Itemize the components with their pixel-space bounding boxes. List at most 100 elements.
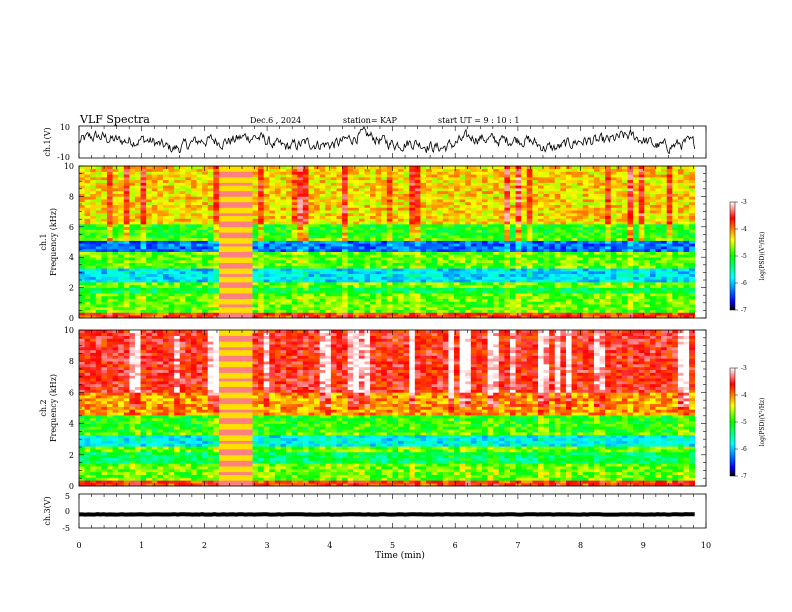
ch1-spectrogram-cell bbox=[526, 312, 533, 316]
ch1-spectrogram-cell bbox=[370, 237, 376, 241]
ch1-spectrogram-cell bbox=[398, 265, 404, 269]
ch1-spectrogram-cell bbox=[398, 235, 404, 239]
ch1-spectrogram-cell bbox=[392, 259, 399, 264]
ch1-spectrogram-cell bbox=[386, 295, 393, 299]
ch1-spectrogram-cell bbox=[476, 226, 483, 230]
ch1-spectrogram-cell bbox=[386, 304, 393, 308]
ch1-spectrogram-cell bbox=[263, 268, 270, 272]
ch1-spectrogram-cell bbox=[454, 212, 460, 217]
ch1-spectrogram-cell bbox=[274, 279, 281, 283]
ch1-spectrogram-cell bbox=[437, 251, 444, 255]
ch1-spectrogram-cell bbox=[230, 268, 237, 272]
ch1-spectrogram-cell bbox=[414, 210, 421, 214]
ch1-spectrogram-cell bbox=[565, 262, 572, 266]
ch1-spectrogram-cell bbox=[454, 248, 460, 252]
ch1-spectrogram-cell bbox=[174, 301, 181, 305]
ch1-spectrogram-cell bbox=[207, 248, 214, 252]
ch1-spectrogram-cell bbox=[112, 185, 119, 189]
ch1-spectrogram-cell bbox=[224, 237, 231, 241]
ch1-spectrogram-cell bbox=[179, 193, 186, 197]
ch1-spectrogram-cell bbox=[375, 215, 382, 219]
ch1-spectrogram-cell bbox=[437, 284, 444, 288]
ch1-spectrogram-cell bbox=[185, 293, 192, 297]
ch1-spectrogram-cell bbox=[162, 290, 169, 294]
ch1-spectrogram-cell bbox=[112, 215, 119, 219]
ch1-spectrogram-cell bbox=[437, 226, 444, 230]
ch1-spectrogram-cell bbox=[241, 284, 248, 288]
ch1-spectrogram-cell bbox=[168, 196, 175, 200]
ch1-spectrogram-cell bbox=[263, 243, 270, 247]
ch1-spectrogram-cell bbox=[465, 251, 472, 255]
ch1-spectrogram-cell bbox=[202, 207, 209, 211]
ch1-spectrogram-cell bbox=[123, 210, 130, 214]
ch1-spectrogram-cell bbox=[207, 279, 214, 283]
ch1-spectrogram-cell bbox=[79, 248, 85, 252]
ch1-spectrogram-cell bbox=[554, 221, 561, 225]
ch1-spectrogram-cell bbox=[526, 240, 533, 244]
ch1-spectrogram-cell bbox=[213, 182, 220, 186]
ch1-spectrogram-cell bbox=[381, 243, 388, 247]
ch1-spectrogram-cell bbox=[386, 287, 393, 291]
ch1-spectrogram-cell bbox=[554, 210, 561, 214]
ch1-spectrogram-cell bbox=[498, 226, 505, 230]
ch1-spectrogram-cell bbox=[493, 235, 500, 239]
ch1-spectrogram-cell bbox=[314, 207, 320, 211]
ch1-spectrogram-cell bbox=[543, 185, 550, 189]
ch1-spectrogram-cell bbox=[392, 257, 399, 261]
ch1-spectrogram-cell bbox=[286, 257, 292, 261]
ch1-spectrogram-cell bbox=[308, 268, 315, 272]
ch1-spectrogram-cell bbox=[325, 273, 332, 277]
ch1-spectrogram-cell bbox=[543, 273, 550, 277]
ch1-spectrogram-cell bbox=[252, 298, 259, 302]
ch1-spectrogram-cell bbox=[437, 171, 444, 175]
ch1-spectrogram-cell bbox=[487, 188, 494, 192]
ch1-spectrogram-cell bbox=[498, 309, 505, 313]
ch1-spectrogram-cell bbox=[123, 284, 130, 288]
ch1-spectrogram-cell bbox=[398, 218, 404, 222]
ch1-spectrogram-cell bbox=[319, 199, 326, 203]
ch1-spectrogram-cell bbox=[476, 229, 483, 233]
ch1-spectrogram-cell bbox=[314, 246, 320, 250]
ch1-spectrogram-cell bbox=[280, 273, 287, 277]
ch1-spectrogram-cell bbox=[196, 215, 203, 219]
ch1-spectrogram-cell bbox=[297, 171, 304, 175]
ch1-spectrogram-cell bbox=[179, 287, 186, 291]
ch1-spectrogram-cell bbox=[319, 248, 326, 252]
ch1-spectrogram-cell bbox=[314, 254, 320, 258]
ch1-spectrogram-cell bbox=[442, 196, 449, 200]
ch1-spectrogram-cell bbox=[403, 166, 410, 170]
ch1-spectrogram-cell bbox=[196, 254, 203, 258]
ch1-spectrogram-cell bbox=[140, 309, 147, 313]
ch1-spectrogram-cell bbox=[129, 199, 136, 203]
ch1-spectrogram-cell bbox=[157, 207, 164, 211]
ch1-spectrogram-cell bbox=[560, 304, 567, 308]
ch1-spectrogram-cell bbox=[493, 210, 500, 214]
ch1-spectrogram-cell bbox=[118, 248, 125, 252]
ch1-spectrogram-cell bbox=[190, 229, 197, 233]
ch1-spectrogram-cell bbox=[358, 193, 365, 197]
ch1-spectrogram-cell bbox=[386, 174, 393, 178]
ch1-spectrogram-cell bbox=[291, 190, 298, 194]
ch1-spectrogram-cell bbox=[134, 179, 141, 183]
ch1-spectrogram-cell bbox=[79, 304, 85, 308]
ch1-spectrogram-cell bbox=[134, 218, 141, 222]
ch1-spectrogram-cell bbox=[487, 229, 494, 233]
ch1-spectrogram-cell bbox=[207, 221, 214, 225]
ch1-spectrogram-cell bbox=[330, 199, 337, 203]
ch1-spectrogram-cell bbox=[532, 265, 539, 269]
ch1-spectrogram-cell bbox=[151, 188, 158, 192]
ch1-spectrogram-cell bbox=[431, 301, 438, 305]
ch1-spectrogram-cell bbox=[521, 221, 528, 225]
ch1-spectrogram-cell bbox=[353, 232, 360, 236]
ch1-spectrogram-cell bbox=[291, 196, 298, 200]
ch1-spectrogram-cell bbox=[162, 246, 169, 250]
ch1-spectrogram-cell bbox=[465, 224, 472, 228]
ch1-spectrogram-cell bbox=[386, 201, 393, 205]
ch1-spectrogram-cell bbox=[392, 243, 399, 247]
ch1-spectrogram-cell bbox=[582, 268, 589, 272]
ch1-spectrogram-cell bbox=[342, 254, 348, 258]
ch1-spectrogram-cell bbox=[235, 188, 242, 192]
ch1-spectrogram-cell bbox=[79, 276, 85, 280]
ch1-spectrogram-cell bbox=[398, 174, 404, 178]
ch1-spectrogram-cell bbox=[386, 237, 393, 241]
